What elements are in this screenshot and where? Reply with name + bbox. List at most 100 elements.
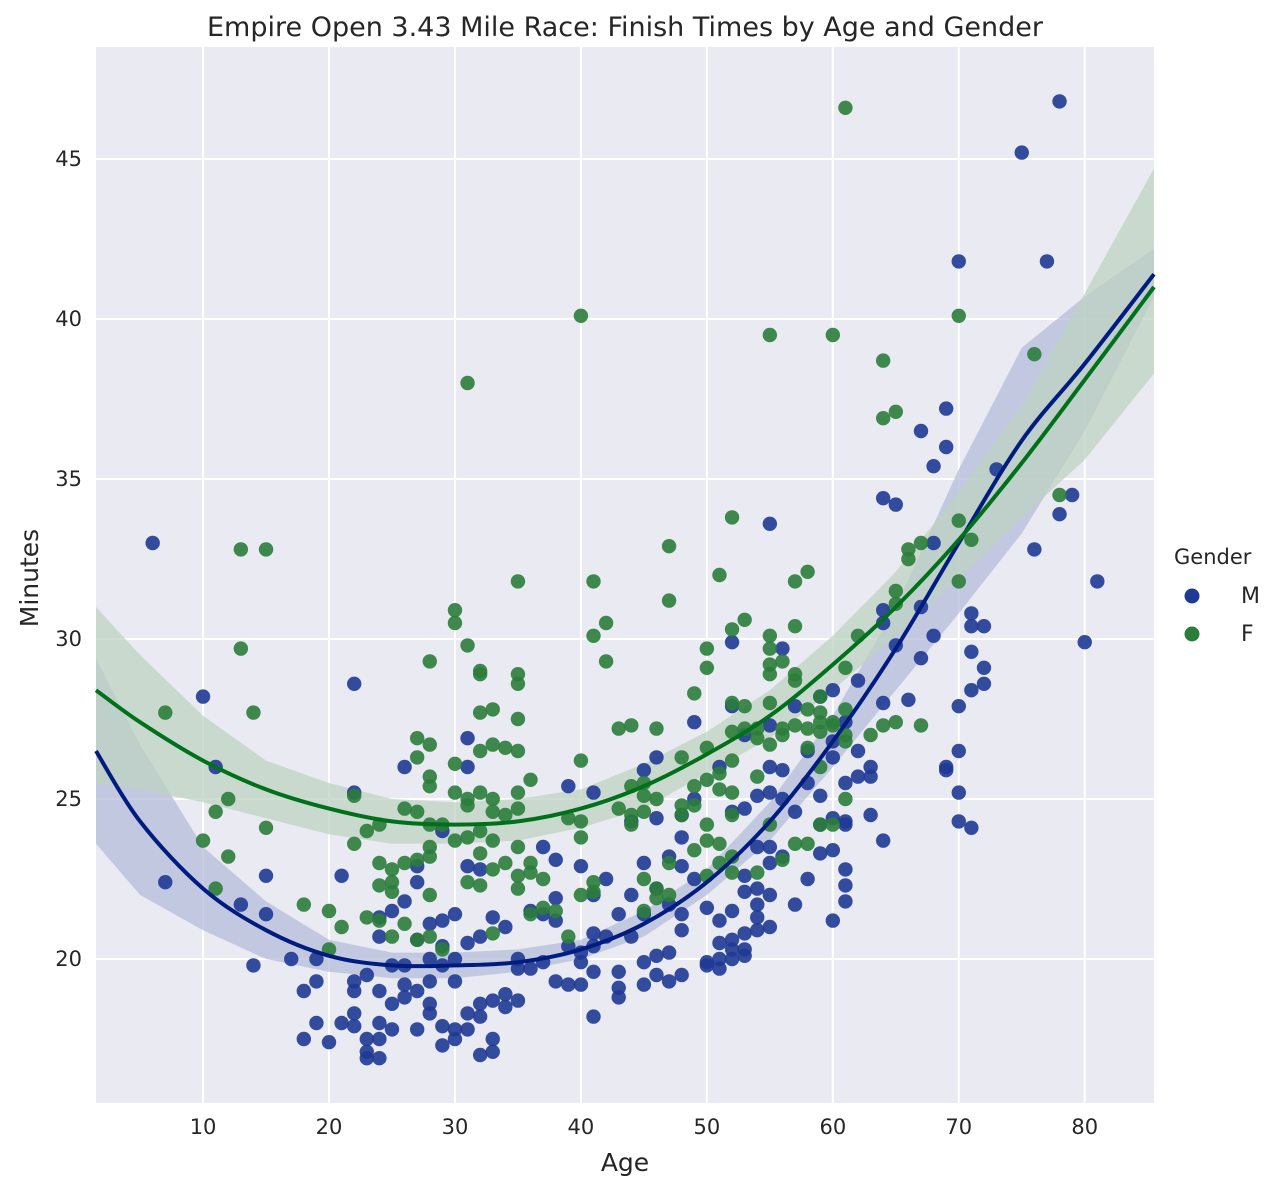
data-point-m <box>737 801 752 816</box>
data-point-m <box>825 750 841 765</box>
data-point-f <box>498 807 513 823</box>
data-point-f <box>296 897 312 912</box>
data-point-m <box>384 903 400 919</box>
data-point-m <box>800 871 815 887</box>
data-point-f <box>409 750 425 765</box>
legend-title: Gender <box>1174 545 1252 569</box>
data-point-f <box>460 830 475 845</box>
data-point-f <box>649 891 664 906</box>
data-point-m <box>762 855 778 871</box>
data-point-m <box>649 948 664 963</box>
data-point-f <box>762 667 778 682</box>
data-point-m <box>372 1031 387 1047</box>
data-point-f <box>838 100 853 116</box>
data-point-m <box>964 619 979 634</box>
data-point-m <box>699 900 715 915</box>
data-point-f <box>762 641 778 656</box>
data-point-f <box>712 836 727 851</box>
data-point-m <box>750 881 765 896</box>
chart-title: Empire Open 3.43 Mile Race: Finish Times… <box>207 12 1044 43</box>
data-point-f <box>233 542 249 557</box>
x-tick-labels: 10 20 30 40 50 60 70 80 <box>190 1115 1098 1139</box>
data-point-m <box>598 871 614 887</box>
data-point-m <box>863 807 878 823</box>
data-point-f <box>347 836 362 851</box>
data-point-f <box>699 833 715 848</box>
data-point-f <box>510 711 526 727</box>
data-point-f <box>800 836 815 851</box>
data-point-f <box>422 654 437 669</box>
data-point-m <box>1052 507 1067 522</box>
data-point-m <box>586 785 601 800</box>
data-point-f <box>422 779 437 794</box>
data-point-f <box>724 753 740 768</box>
data-point-f <box>901 551 916 567</box>
data-point-f <box>750 865 765 880</box>
data-point-f <box>485 791 500 807</box>
data-point-m <box>951 814 966 829</box>
data-point-m <box>460 935 475 951</box>
data-point-f <box>699 660 715 675</box>
data-point-f <box>687 686 702 701</box>
data-point-f <box>510 574 526 589</box>
data-point-f <box>825 327 841 343</box>
data-point-f <box>1052 487 1067 503</box>
data-point-m <box>347 676 362 691</box>
data-point-m <box>850 673 866 688</box>
data-point-m <box>951 785 966 800</box>
data-point-f <box>422 929 437 944</box>
regression-lines <box>94 272 1156 969</box>
data-point-f <box>674 750 689 765</box>
data-point-m <box>296 1031 312 1047</box>
data-point-m <box>447 1031 463 1047</box>
data-point-m <box>674 859 689 874</box>
data-point-m <box>825 843 841 858</box>
data-point-f <box>460 875 475 890</box>
y-tick-labels: 20 25 30 35 40 45 <box>55 147 82 971</box>
data-point-m <box>762 887 778 903</box>
data-point-m <box>422 1006 437 1021</box>
confidence-band-f <box>96 168 1154 844</box>
data-point-f <box>876 718 891 733</box>
data-point-m <box>976 660 992 675</box>
data-point-m <box>561 779 576 794</box>
data-point-f <box>598 654 614 669</box>
data-point-f <box>510 801 526 816</box>
data-point-f <box>472 743 488 759</box>
data-point-f <box>813 724 828 739</box>
data-point-f <box>737 612 752 627</box>
data-point-f <box>472 823 488 839</box>
data-point-f <box>409 804 425 819</box>
data-point-f <box>573 887 589 903</box>
data-point-f <box>422 887 437 903</box>
data-point-m <box>838 862 853 877</box>
data-point-m <box>737 926 752 941</box>
data-point-m <box>649 967 664 983</box>
data-point-m <box>347 1018 362 1034</box>
data-point-m <box>435 1038 450 1053</box>
data-point-f <box>447 615 463 631</box>
data-point-m <box>737 868 752 883</box>
legend-marker-m <box>1184 588 1200 604</box>
x-tick-label: 10 <box>190 1115 217 1139</box>
data-point-m <box>472 862 488 877</box>
data-point-f <box>964 532 979 547</box>
data-point-m <box>901 692 916 707</box>
data-point-m <box>334 1015 349 1031</box>
data-point-f <box>598 615 614 631</box>
data-point-m <box>850 743 866 759</box>
data-point-f <box>750 769 765 784</box>
data-point-f <box>661 887 677 903</box>
data-point-m <box>762 718 778 733</box>
data-point-f <box>800 702 815 717</box>
data-point-m <box>397 759 412 775</box>
data-point-m <box>195 689 211 704</box>
data-point-m <box>964 820 979 835</box>
data-point-f <box>762 327 778 343</box>
data-point-f <box>409 852 425 867</box>
data-point-f <box>208 804 223 819</box>
data-point-m <box>485 1044 500 1060</box>
data-point-m <box>964 644 979 659</box>
data-point-m <box>372 929 387 944</box>
data-point-m <box>409 875 425 890</box>
